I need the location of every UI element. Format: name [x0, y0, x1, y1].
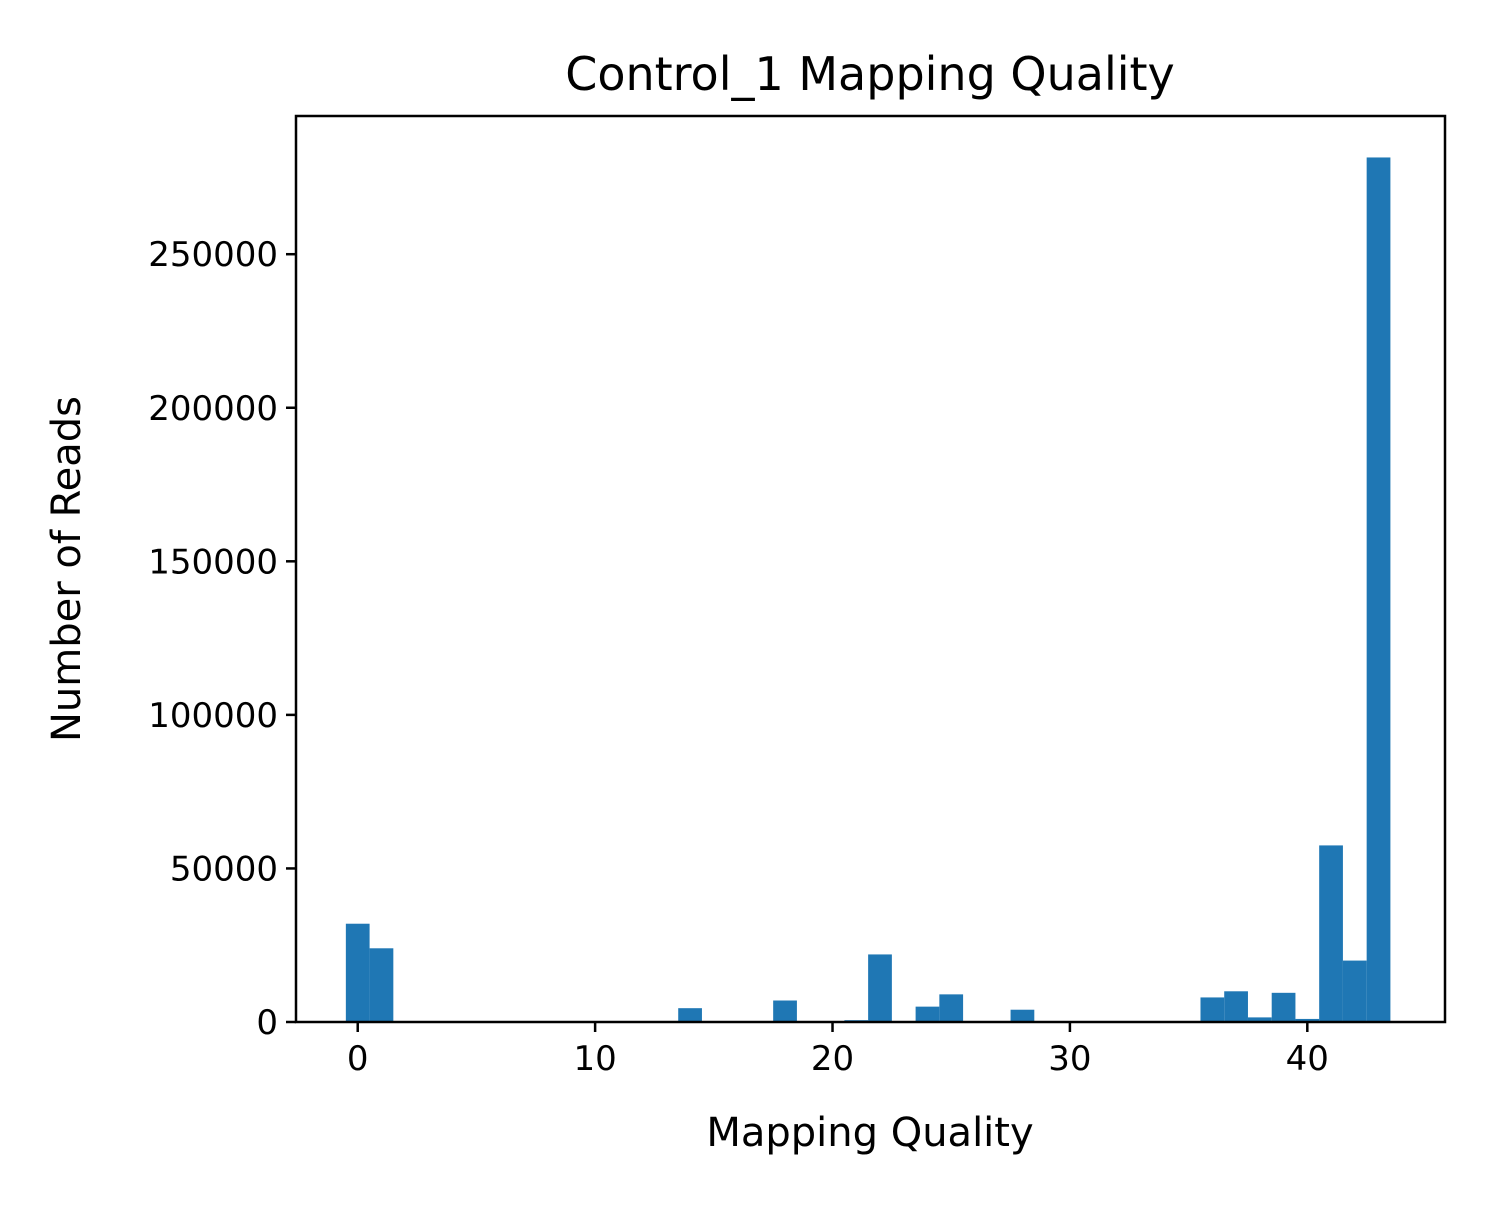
- bar-mq-24: [915, 1006, 940, 1022]
- x-axis-ticks: 0 10 20 30 40: [347, 1022, 1329, 1079]
- x-tick-label: 30: [1048, 1039, 1091, 1079]
- x-axis-label: Mapping Quality: [706, 1110, 1033, 1156]
- bar-mq-22: [868, 954, 892, 1022]
- bar-mq-14: [678, 1008, 702, 1022]
- bar-mq-42: [1342, 960, 1367, 1022]
- bar-mq-28: [1010, 1009, 1035, 1022]
- bar-mq-1: [369, 948, 394, 1022]
- bar-mq-37: [1224, 991, 1248, 1022]
- y-tick-label: 0: [256, 1003, 278, 1043]
- y-tick-label: 250000: [148, 235, 278, 275]
- x-tick-label: 20: [811, 1039, 854, 1079]
- plot-frame: [294, 114, 1447, 1024]
- y-tick-label: 100000: [148, 696, 278, 736]
- bar-mq-41: [1319, 845, 1343, 1022]
- bar-mq-43: [1366, 157, 1391, 1022]
- x-tick-label: 40: [1286, 1039, 1329, 1079]
- bars-group: [345, 157, 1391, 1022]
- x-tick-label: 0: [347, 1039, 369, 1079]
- bar-mq-38: [1247, 1017, 1272, 1022]
- y-tick-label: 50000: [170, 849, 278, 889]
- bar-mq-18: [773, 1000, 797, 1022]
- y-axis-label: Number of Reads: [44, 396, 90, 742]
- bar-mq-36: [1200, 997, 1225, 1022]
- y-tick-label: 150000: [148, 542, 278, 582]
- bar-mq-39: [1271, 992, 1296, 1022]
- y-axis-ticks: 0 50000 100000 150000 200000 250000: [148, 235, 296, 1043]
- chart-title: Control_1 Mapping Quality: [565, 47, 1175, 101]
- bar-mq-0: [345, 923, 370, 1022]
- bar-mq-25: [939, 994, 964, 1022]
- x-tick-label: 10: [573, 1039, 616, 1079]
- y-tick-label: 200000: [148, 389, 278, 429]
- bar-mq-40: [1295, 1018, 1320, 1022]
